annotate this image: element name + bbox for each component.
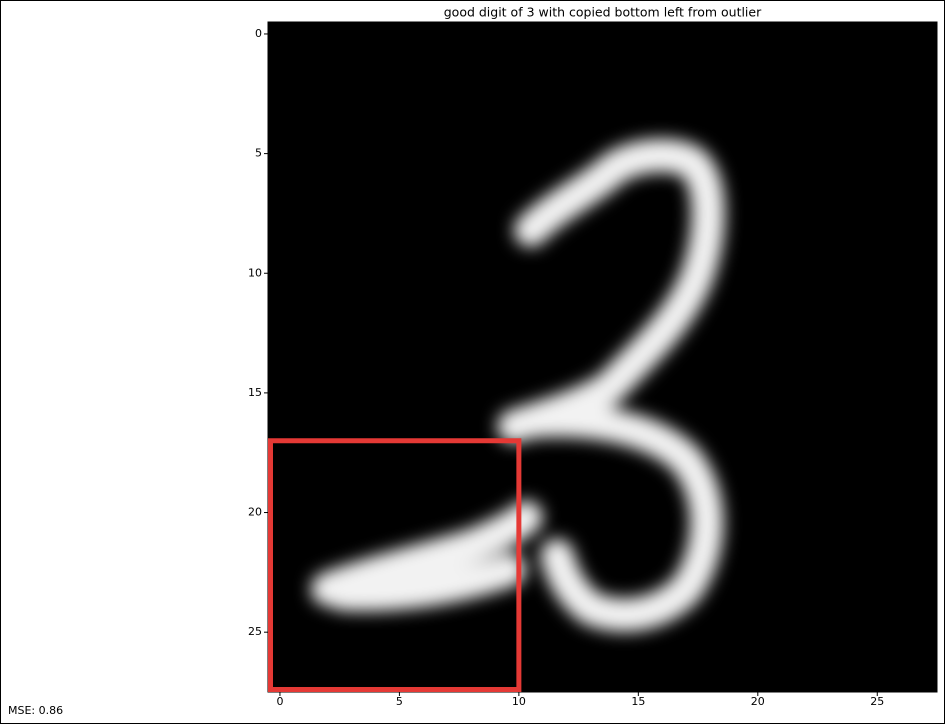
y-tick-label: 15 xyxy=(248,386,262,399)
chart-title: good digit of 3 with copied bottom left … xyxy=(444,5,762,20)
x-tick-label: 10 xyxy=(512,695,526,708)
stroke xyxy=(497,138,725,444)
stroke xyxy=(514,403,724,632)
axes-frame xyxy=(267,21,938,693)
mse-label: MSE: 0.86 xyxy=(8,704,63,717)
y-tick-label: 0 xyxy=(255,27,262,40)
y-tick-label: 5 xyxy=(255,147,262,160)
y-tick-label: 20 xyxy=(248,506,262,519)
digit-image xyxy=(311,138,725,632)
highlight-box xyxy=(268,438,522,692)
stroke xyxy=(325,553,527,612)
x-tick-label: 5 xyxy=(396,695,403,708)
y-tick-label: 10 xyxy=(248,266,262,279)
x-tick-label: 0 xyxy=(276,695,283,708)
x-tick-label: 15 xyxy=(631,695,645,708)
x-tick-label: 25 xyxy=(870,695,884,708)
y-tick-label: 25 xyxy=(248,625,262,638)
x-tick-label: 20 xyxy=(751,695,765,708)
